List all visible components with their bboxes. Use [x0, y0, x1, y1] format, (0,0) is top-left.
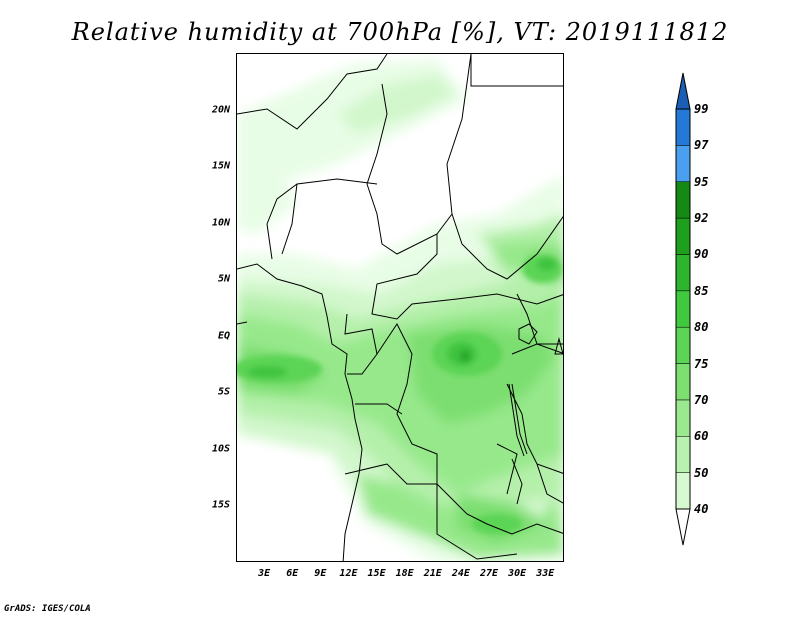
colorbar: [675, 72, 691, 546]
colorbar-level-label: 92: [694, 211, 709, 226]
colorbar-level-label: 80: [694, 320, 709, 335]
colorbar-level-label: 97: [694, 138, 709, 153]
colorbar-level-label: 90: [694, 247, 709, 262]
lon-tick-label: 24E: [451, 568, 470, 579]
lat-tick-label: 15S: [211, 499, 230, 511]
lon-tick-label: 15E: [367, 568, 386, 579]
lon-tick-label: 18E: [395, 568, 414, 579]
colorbar-level-label: 85: [694, 283, 709, 298]
lon-tick-label: 21E: [423, 568, 442, 579]
humidity-shading-core: [237, 255, 562, 534]
colorbar-under-triangle: [675, 508, 691, 546]
colorbar-level-label: 50: [694, 465, 709, 480]
rh-level-90: [459, 350, 471, 362]
rh-level-85: [247, 257, 557, 378]
colorbar-box: [675, 108, 691, 146]
lat-tick-label: 10S: [211, 443, 230, 455]
colorbar-box: [675, 181, 691, 219]
colorbar-box: [675, 217, 691, 255]
country-borders: [237, 54, 563, 561]
lat-tick-label: 5S: [217, 386, 230, 398]
colorbar-level-label: 60: [694, 429, 709, 444]
lon-tick-label: 27E: [479, 568, 499, 579]
colorbar-box: [675, 145, 691, 182]
lat-tick-label: 15N: [211, 160, 230, 172]
colorbar-over-triangle: [675, 72, 691, 110]
lon-tick-label: 12E: [339, 568, 358, 579]
colorbar-box: [675, 363, 691, 401]
lon-tick-label: 33E: [536, 568, 555, 579]
humidity-map: [237, 54, 563, 561]
colorbar-level-label: 40: [694, 502, 709, 516]
colorbar-level-label: 95: [694, 174, 709, 189]
colorbar-box: [675, 254, 691, 292]
lat-tick-label: 20N: [211, 104, 230, 116]
humidity-shading: [237, 59, 563, 561]
colorbar-level-label: 70: [694, 392, 709, 407]
lon-tick-label: 30E: [508, 568, 527, 579]
lat-tick-label: 10N: [211, 217, 230, 229]
credit-text: GrADS: IGES/COLA: [4, 604, 91, 614]
colorbar-box: [675, 326, 691, 364]
lat-tick-label: 5N: [217, 273, 230, 285]
colorbar-level-label: 75: [694, 356, 709, 371]
colorbar-box: [675, 472, 691, 510]
map-title: Relative humidity at 700hPa [%], VT: 201…: [71, 18, 729, 46]
colorbar-box: [675, 399, 691, 437]
lon-tick-label: 9E: [314, 568, 327, 579]
map-frame: [236, 53, 564, 562]
lat-tick-label: EQ: [217, 330, 230, 342]
lon-tick-label: 6E: [286, 568, 299, 579]
colorbar-box: [675, 290, 691, 328]
lon-tick-label: 3E: [258, 568, 271, 579]
colorbar-outline: [675, 108, 691, 510]
lakes: [508, 323, 563, 505]
colorbar-box: [675, 436, 691, 473]
colorbar-level-label: 99: [694, 102, 709, 116]
